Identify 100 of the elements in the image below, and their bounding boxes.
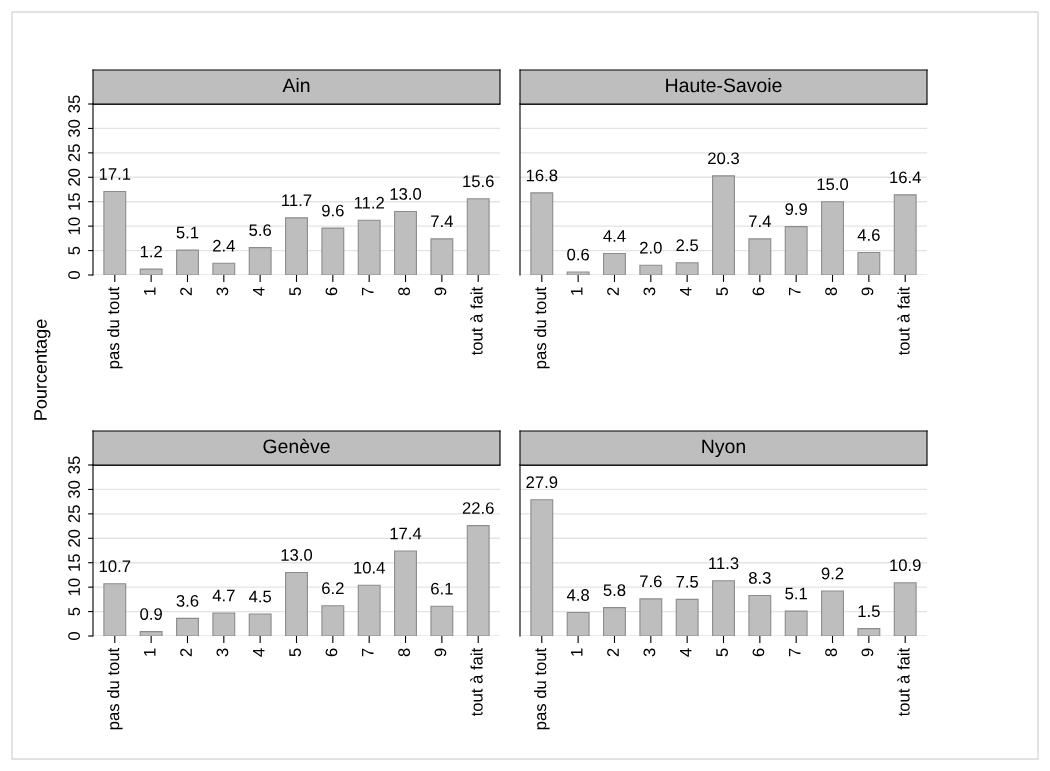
data-label: 0.9 [140, 608, 162, 620]
bar [357, 584, 381, 636]
x-tick-label: 9 [434, 287, 447, 296]
x-tick-label: 6 [752, 287, 765, 296]
x-tick-label: tout à fait [470, 286, 483, 356]
data-label: 2.0 [640, 241, 662, 254]
bar [821, 201, 844, 275]
data-label: 17.1 [99, 168, 131, 180]
bar [248, 613, 272, 636]
bar [639, 264, 663, 275]
y-tick-label: 20 [68, 168, 80, 186]
y-tick-label: 0 [68, 271, 80, 279]
bar [103, 583, 127, 636]
x-tick-label: tout à fait [897, 647, 910, 717]
data-label: 10.9 [890, 559, 921, 572]
data-label: 1.5 [858, 605, 880, 618]
bar [103, 190, 127, 275]
y-tick-label: 0 [68, 632, 80, 640]
bar [603, 252, 626, 275]
bar [712, 580, 735, 636]
x-tick-label: pas du tout [534, 286, 550, 369]
data-label: 11.3 [709, 557, 739, 570]
bar [530, 192, 554, 275]
bar [321, 227, 345, 275]
data-label: 13.0 [390, 188, 422, 200]
bar [285, 217, 308, 275]
bar [321, 605, 345, 636]
x-tick-label: 8 [825, 648, 837, 657]
y-axis-title: Pourcentage [34, 319, 51, 420]
bar [530, 499, 554, 636]
chart-title: Ain [282, 77, 310, 93]
bar [675, 598, 699, 636]
chart-title: Nyon [702, 439, 745, 458]
bar [394, 210, 417, 275]
data-label: 10.4 [354, 561, 385, 574]
x-tick-label: 2 [607, 648, 619, 657]
bar [430, 605, 454, 636]
bar [139, 268, 163, 275]
data-label: 3.6 [176, 594, 199, 607]
x-tick-label: pas du tout [534, 647, 550, 730]
x-tick-label: 2 [180, 287, 192, 296]
x-tick-label: 7 [789, 287, 801, 296]
x-tick-label: 9 [861, 287, 874, 296]
y-tick-label: 10 [68, 578, 80, 596]
x-tick-label: 6 [752, 648, 765, 657]
x-tick-label: tout à fait [470, 647, 483, 717]
x-tick-label: 8 [398, 287, 410, 296]
y-tick-label: 20 [68, 529, 80, 547]
x-tick-label: 4 [680, 648, 692, 657]
bar [176, 617, 199, 636]
y-tick-label: 10 [68, 217, 80, 235]
data-label: 27.9 [526, 476, 558, 489]
x-tick-label: 3 [216, 648, 229, 657]
data-label: 9.2 [821, 567, 844, 580]
x-tick-label: 6 [325, 648, 338, 657]
data-label: 5.8 [603, 584, 626, 597]
data-label: 4.6 [857, 229, 880, 241]
y-tick-label: 35 [68, 456, 80, 474]
x-tick-label: 8 [825, 287, 837, 296]
data-label: 10.7 [99, 560, 131, 573]
bar [893, 194, 917, 275]
x-tick-label: 7 [789, 648, 801, 657]
x-tick-label: 8 [398, 648, 410, 657]
data-label: 9.6 [322, 204, 344, 217]
data-label: 7.4 [431, 215, 453, 228]
data-label: 15.6 [463, 175, 494, 188]
bar [857, 628, 881, 636]
x-tick-label: 4 [253, 648, 265, 657]
data-label: 4.7 [212, 589, 235, 602]
data-label: 22.6 [462, 502, 494, 514]
x-tick-label: 1 [143, 648, 156, 656]
bar [285, 571, 308, 636]
y-tick-label: 30 [68, 119, 80, 138]
data-label: 7.4 [749, 215, 771, 228]
data-label: 9.9 [785, 203, 807, 215]
x-tick-label: 4 [253, 287, 265, 296]
bar [430, 238, 454, 275]
data-label: 4.4 [603, 230, 626, 242]
x-tick-label: pas du tout [107, 286, 123, 369]
x-tick-label: 7 [362, 287, 374, 296]
bar [466, 198, 490, 275]
bar [466, 525, 490, 636]
x-tick-label: 6 [325, 287, 338, 296]
data-label: 2.4 [213, 239, 235, 252]
x-tick-label: 9 [861, 648, 874, 657]
x-tick-label: 3 [643, 287, 656, 296]
chart-title: Genève [263, 438, 330, 454]
bar [857, 251, 881, 275]
bar [139, 631, 163, 636]
data-label: 6.1 [431, 582, 453, 595]
bar [675, 262, 699, 275]
data-label: 20.3 [708, 152, 739, 165]
x-tick-label: 7 [362, 648, 374, 657]
x-tick-label: 5 [716, 648, 728, 657]
y-tick-label: 30 [68, 480, 80, 499]
bar [566, 611, 590, 636]
y-tick-label: 15 [68, 554, 80, 571]
bar [821, 590, 844, 636]
bar [212, 612, 236, 636]
x-tick-label: pas du tout [107, 647, 123, 730]
